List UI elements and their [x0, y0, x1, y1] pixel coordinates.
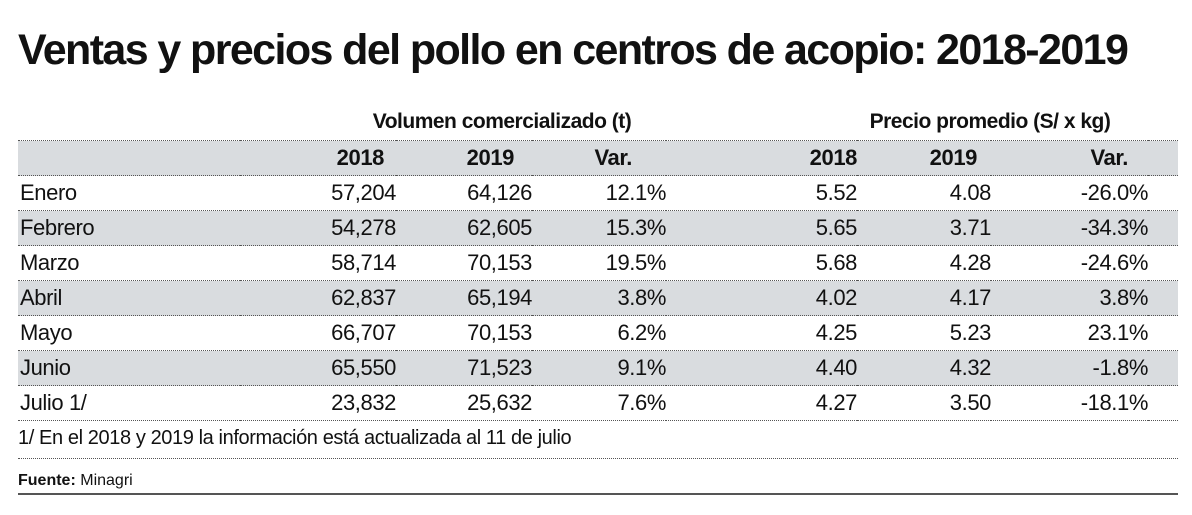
month-label: Junio [18, 350, 240, 386]
table-cell: 4.17 [857, 280, 991, 316]
data-table: 2018 2019 Var. 2018 2019 Var. Enero 57,20… [18, 140, 1178, 421]
column-header [18, 140, 240, 176]
source-label: Fuente: [18, 472, 76, 489]
column-header: 2018 [240, 140, 396, 176]
table-cell: -26.0% [991, 175, 1148, 211]
table-cell: 3.8% [991, 280, 1148, 316]
table-cell: 3.8% [532, 280, 666, 316]
table-row: Julio 1/23,832 25,632 7.6% 4.27 3.50 -18.1% [18, 385, 1178, 421]
column-header: Var. [532, 140, 666, 176]
source-value: Minagri [80, 472, 133, 489]
table-cell: 12.1% [532, 175, 666, 211]
table-cell: 54,278 [240, 210, 396, 246]
month-label: Marzo [18, 245, 240, 281]
table-cell: -24.6% [991, 245, 1148, 281]
month-label: Febrero [18, 210, 240, 246]
column-header: Var. [991, 140, 1148, 176]
month-label: Julio 1/ [18, 385, 240, 421]
table-cell: 15.3% [532, 210, 666, 246]
table-cell: 6.2% [532, 315, 666, 351]
column-header: 2019 [857, 140, 991, 176]
table-cell: 5.52 [666, 175, 857, 211]
table-cell: 9.1% [532, 350, 666, 386]
footnote: 1/ En el 2018 y 2019 la información está… [18, 427, 572, 449]
table-cell: -34.3% [991, 210, 1148, 246]
row-spacer [1148, 210, 1178, 246]
header-spacer [1148, 140, 1178, 176]
table-cell: 65,194 [396, 280, 532, 316]
row-spacer [1148, 350, 1178, 386]
bottom-rule [18, 493, 1178, 495]
column-header: 2019 [396, 140, 532, 176]
table-cell: 57,204 [240, 175, 396, 211]
table-cell: -1.8% [991, 350, 1148, 386]
table-cell: 70,153 [396, 315, 532, 351]
table-cell: 7.6% [532, 385, 666, 421]
group-header-volume: Volumen comercializado (t) [372, 110, 632, 133]
table-cell: 58,714 [240, 245, 396, 281]
table-cell: 4.28 [857, 245, 991, 281]
table-row: Junio 65,550 71,523 9.1% 4.40 4.32 -1.8% [18, 350, 1178, 386]
row-spacer [1148, 245, 1178, 281]
table-cell: 4.02 [666, 280, 857, 316]
source: Fuente: Minagri [18, 472, 133, 490]
table-row: Marzo 58,714 70,153 19.5% 5.68 4.28 -24.6% [18, 245, 1178, 281]
divider [18, 458, 1178, 459]
table-cell: 70,153 [396, 245, 532, 281]
table-cell: 71,523 [396, 350, 532, 386]
table-cell: 19.5% [532, 245, 666, 281]
row-spacer [1148, 315, 1178, 351]
table-cell: 3.50 [857, 385, 991, 421]
column-header: 2018 [666, 140, 857, 176]
table-cell: 4.32 [857, 350, 991, 386]
table-cell: 23.1% [991, 315, 1148, 351]
table-cell: 5.68 [666, 245, 857, 281]
table-cell: 5.23 [857, 315, 991, 351]
row-spacer [1148, 280, 1178, 316]
table-cell: 4.40 [666, 350, 857, 386]
table-row: Abril 62,837 65,194 3.8% 4.02 4.17 3.8% [18, 280, 1178, 316]
header-row: 2018 2019 Var. 2018 2019 Var. [18, 140, 1178, 176]
table-cell: 23,832 [240, 385, 396, 421]
table-row: Mayo 66,707 70,153 6.2% 4.25 5.23 23.1% [18, 315, 1178, 351]
row-spacer [1148, 385, 1178, 421]
table-cell: 62,837 [240, 280, 396, 316]
table-cell: -18.1% [991, 385, 1148, 421]
month-label: Abril [18, 280, 240, 316]
table-cell: 64,126 [396, 175, 532, 211]
table-cell: 62,605 [396, 210, 532, 246]
table-cell: 4.08 [857, 175, 991, 211]
group-header-price: Precio promedio (S/ x kg) [869, 110, 1111, 133]
table-cell: 3.71 [857, 210, 991, 246]
row-spacer [1148, 175, 1178, 211]
table-cell: 25,632 [396, 385, 532, 421]
month-label: Enero [18, 175, 240, 211]
table-cell: 5.65 [666, 210, 857, 246]
table-cell: 4.25 [666, 315, 857, 351]
table-title: Ventas y precios del pollo en centros de… [18, 26, 1129, 74]
month-label: Mayo [18, 315, 240, 351]
table-cell: 4.27 [666, 385, 857, 421]
table-row: Enero 57,204 64,126 12.1% 5.52 4.08 -26.0% [18, 175, 1178, 211]
table-cell: 65,550 [240, 350, 396, 386]
table-cell: 66,707 [240, 315, 396, 351]
table-row: Febrero 54,278 62,605 15.3% 5.65 3.71 -34.3% [18, 210, 1178, 246]
